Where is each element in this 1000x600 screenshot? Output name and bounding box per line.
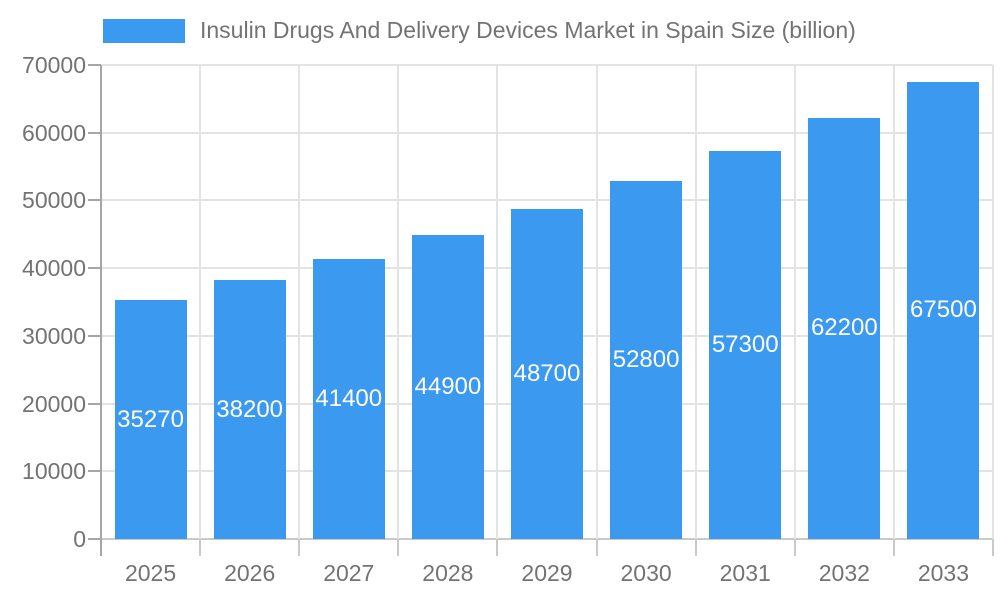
legend-swatch [103,18,185,43]
y-axis-label: 40000 [22,255,86,282]
y-axis-tick [88,402,101,405]
bar[interactable] [114,300,187,539]
x-axis-tick [298,539,301,556]
bar-value-label: 38200 [216,395,284,423]
y-axis-tick [88,131,101,134]
x-axis-label: 2031 [719,560,771,586]
bar-value-label: 52800 [612,346,680,374]
bar[interactable] [808,117,881,539]
y-axis-tick [88,199,101,202]
x-axis-tick [199,539,202,556]
y-axis-label: 20000 [22,390,86,417]
y-gridline [101,538,993,540]
x-axis-label: 2025 [124,560,177,586]
y-axis-label: 10000 [22,458,86,485]
bar-value-label: 57300 [711,330,779,358]
bar[interactable] [610,181,683,539]
y-axis-tick [88,538,101,540]
x-axis-tick [496,539,499,556]
bar-value-label: 62200 [810,314,878,342]
x-gridline [496,65,499,539]
x-axis-tick [694,539,697,556]
y-axis-tick [88,470,101,473]
y-gridline [101,199,993,202]
x-gridline [892,65,895,539]
y-axis-label: 50000 [22,187,86,214]
x-axis-tick [595,539,598,556]
x-axis-tick [397,539,400,556]
chart-legend[interactable]: Insulin Drugs And Delivery Devices Marke… [103,17,856,44]
y-axis-tick [88,334,101,337]
bar[interactable] [907,81,980,539]
x-axis-label: 2028 [422,560,474,586]
y-axis-tick [88,64,101,66]
y-gridline [101,131,993,134]
x-gridline [992,65,994,539]
x-axis-tick [992,539,994,556]
bar[interactable] [312,258,385,539]
x-axis-label: 2027 [323,560,375,586]
y-axis-line [100,65,102,556]
y-axis-label: 30000 [22,322,86,349]
y-axis-label: 60000 [22,119,86,146]
x-axis-label: 2030 [620,560,672,586]
x-axis-tick [892,539,895,556]
x-gridline [694,65,697,539]
x-gridline [298,65,301,539]
bar[interactable] [411,234,484,539]
x-gridline [595,65,598,539]
y-gridline [101,64,993,66]
x-gridline [793,65,796,539]
bar[interactable] [709,150,782,539]
x-axis-label: 2033 [917,560,970,586]
y-axis-label: 0 [73,526,86,552]
y-axis-label: 70000 [22,52,86,78]
bar-value-label: 44900 [414,372,482,400]
x-axis-label: 2032 [818,560,870,586]
x-gridline [397,65,400,539]
legend-label: Insulin Drugs And Delivery Devices Marke… [200,17,856,43]
x-axis-label: 2029 [521,560,573,586]
bar[interactable] [511,209,583,539]
bar[interactable] [213,280,286,539]
bar-value-label: 67500 [910,296,977,324]
x-axis-label: 2026 [224,560,276,586]
x-axis-tick [793,539,796,556]
bar-value-label: 48700 [513,360,581,388]
y-axis-tick [88,267,101,270]
bar-value-label: 35270 [117,405,184,433]
bar-value-label: 41400 [315,384,383,412]
x-gridline [199,65,202,539]
